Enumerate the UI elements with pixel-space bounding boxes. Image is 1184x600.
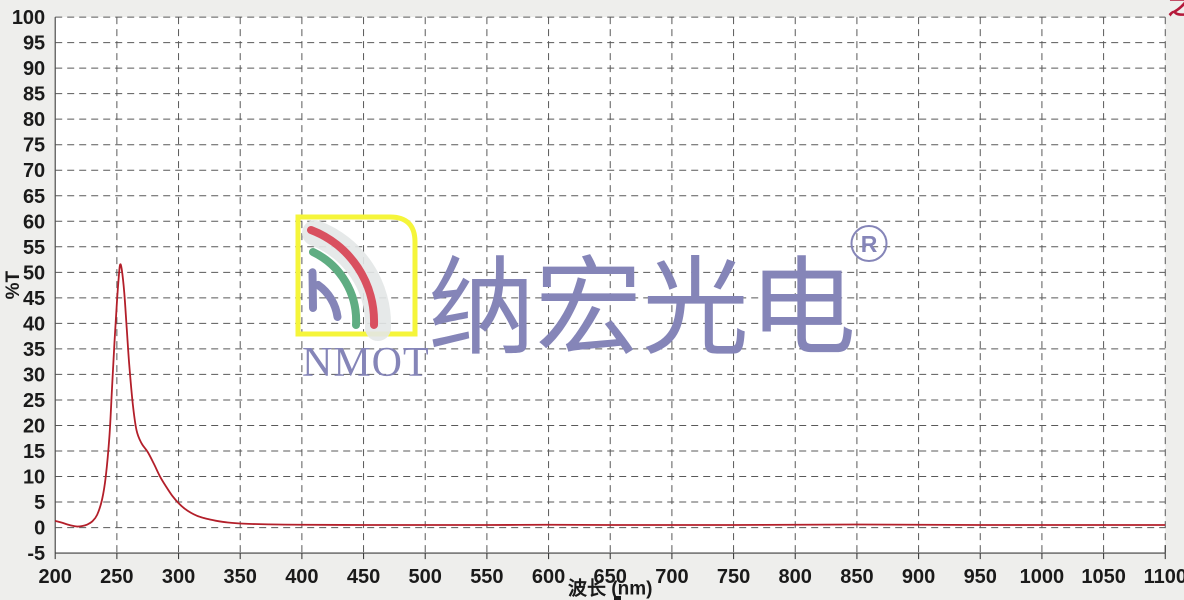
svg-text:200: 200: [39, 566, 72, 588]
svg-text:1000: 1000: [1020, 566, 1065, 588]
svg-text:700: 700: [655, 566, 688, 588]
svg-text:65: 65: [23, 186, 45, 208]
svg-text:35: 35: [23, 339, 45, 361]
svg-text:1100: 1100: [1144, 566, 1184, 588]
svg-text:350: 350: [224, 566, 257, 588]
svg-text:500: 500: [409, 566, 442, 588]
svg-text:波长 (nm): 波长 (nm): [568, 577, 652, 600]
svg-text:600: 600: [532, 566, 565, 588]
svg-text:5: 5: [34, 492, 45, 514]
svg-text:70: 70: [23, 160, 45, 182]
svg-text:250: 250: [100, 566, 133, 588]
svg-text:纳宏光电: 纳宏光电: [428, 248, 856, 368]
svg-text:15: 15: [23, 441, 45, 463]
svg-text:30: 30: [23, 364, 45, 386]
svg-text:450: 450: [347, 566, 380, 588]
svg-text:75: 75: [23, 135, 45, 157]
svg-text:R: R: [861, 231, 878, 257]
svg-text:NMOT: NMOT: [302, 340, 430, 386]
svg-text:300: 300: [162, 566, 195, 588]
svg-text:800: 800: [779, 566, 812, 588]
svg-text:950: 950: [964, 566, 997, 588]
svg-text:40: 40: [23, 313, 45, 335]
svg-text:%T: %T: [3, 270, 24, 299]
svg-text:550: 550: [470, 566, 503, 588]
svg-text:95: 95: [23, 33, 45, 55]
svg-text:750: 750: [717, 566, 750, 588]
svg-text:80: 80: [23, 109, 45, 131]
svg-text:之: 之: [1168, 0, 1184, 20]
svg-text:25: 25: [23, 390, 45, 412]
svg-text:-5: -5: [27, 543, 45, 565]
svg-text:10: 10: [23, 467, 45, 489]
svg-text:20: 20: [23, 415, 45, 437]
svg-text:45: 45: [23, 288, 45, 310]
svg-text:60: 60: [23, 211, 45, 233]
svg-text:85: 85: [23, 84, 45, 106]
svg-text:400: 400: [285, 566, 318, 588]
svg-text:900: 900: [902, 566, 935, 588]
svg-text:50: 50: [23, 262, 45, 284]
svg-text:850: 850: [840, 566, 873, 588]
svg-text:55: 55: [23, 237, 45, 259]
svg-text:1050: 1050: [1081, 566, 1126, 588]
svg-text:90: 90: [23, 58, 45, 80]
svg-text:0: 0: [34, 518, 45, 540]
svg-text:100: 100: [12, 7, 45, 29]
